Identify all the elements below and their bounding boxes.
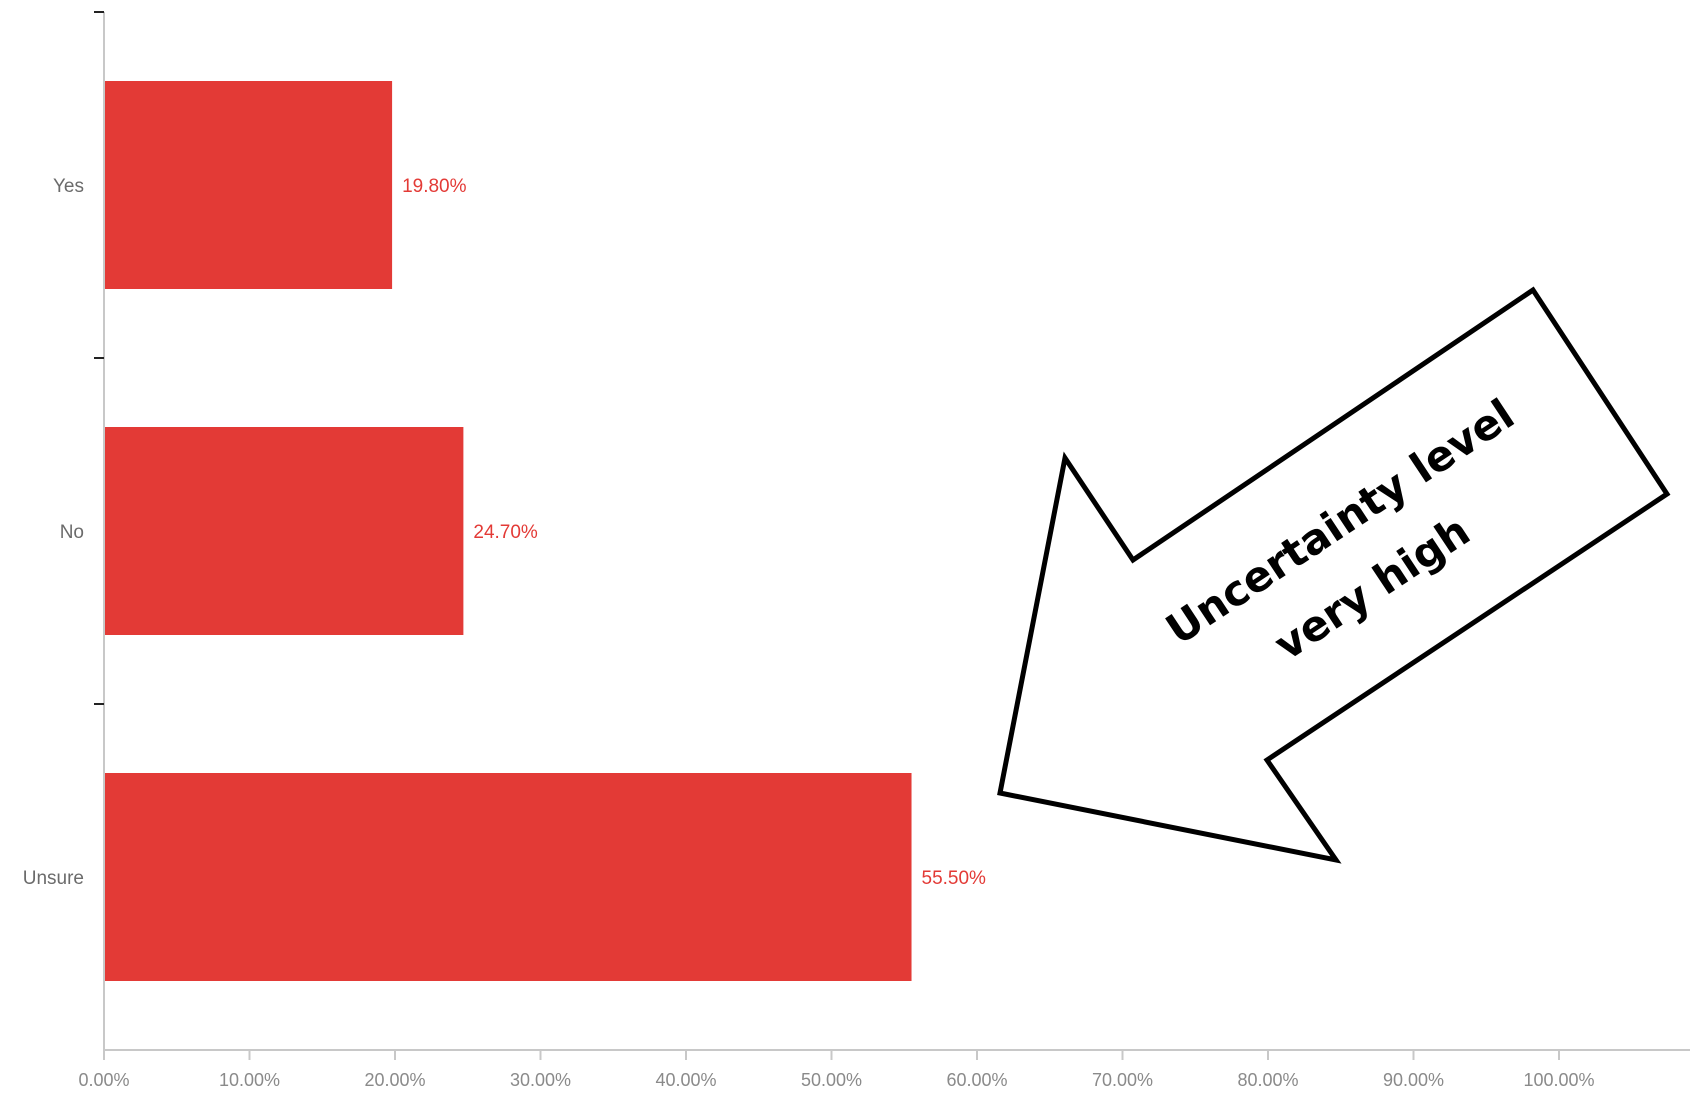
chart-axes	[94, 11, 1690, 1060]
x-tick-label: 60.00%	[946, 1070, 1007, 1090]
data-label: 24.70%	[473, 522, 538, 543]
x-tick-label: 0.00%	[78, 1070, 129, 1090]
x-tick-label: 50.00%	[801, 1070, 862, 1090]
callout-arrow	[997, 286, 1671, 864]
x-tick-label: 30.00%	[510, 1070, 571, 1090]
data-label: 55.50%	[922, 868, 987, 889]
x-tick-label: 70.00%	[1092, 1070, 1153, 1090]
x-tick-label: 90.00%	[1383, 1070, 1444, 1090]
category-label: No	[60, 522, 84, 543]
category-label: Unsure	[23, 868, 84, 889]
uncertainty-callout: Uncertainty level very high	[997, 286, 1671, 864]
x-tick-label: 100.00%	[1523, 1070, 1594, 1090]
x-tick-label: 10.00%	[219, 1070, 280, 1090]
x-tick-label: 20.00%	[364, 1070, 425, 1090]
bar-no	[105, 427, 464, 635]
bar-yes	[105, 81, 393, 289]
chart-labels: 0.00% 10.00% 20.00% 30.00% 40.00% 50.00% 60.00…	[23, 176, 1595, 1090]
x-tick-label: 80.00%	[1237, 1070, 1298, 1090]
x-tick-label: 40.00%	[655, 1070, 716, 1090]
category-label: Yes	[53, 176, 84, 197]
bar-unsure	[105, 773, 912, 981]
chart-bars	[105, 81, 912, 981]
data-label: 19.80%	[402, 176, 467, 197]
